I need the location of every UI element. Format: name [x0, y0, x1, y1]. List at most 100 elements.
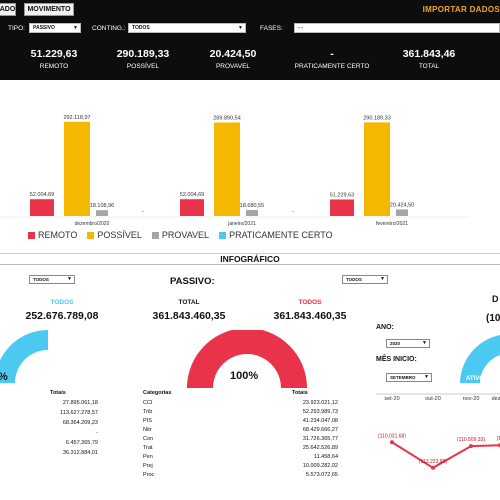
ano-select[interactable]: 2020 ▼	[386, 339, 430, 348]
chevron-down-icon: ▼	[238, 25, 243, 31]
line-data-label: (110.031,68)	[378, 433, 406, 439]
table-cell-cat: Nitr	[143, 427, 152, 433]
left-totals-table: Totais 27.895.061,18 113.627.278,57 68.3…	[0, 388, 100, 498]
table-cell: 6.457.365,79	[65, 440, 98, 446]
table-cell-tot: 41.234.047,08	[302, 418, 338, 424]
left-gauge-value: 252.676.789,08	[25, 310, 99, 322]
center-todos-value: 361.843.460,35	[273, 310, 347, 322]
table-cell-tot: 25.642.526,89	[302, 445, 338, 451]
legend-swatch	[219, 231, 227, 239]
table-header-totais: Totais	[292, 390, 308, 396]
movimento-button[interactable]: MOVIMENTO	[24, 3, 74, 16]
legend-item-remoto: REMOTO	[28, 230, 77, 240]
x-tick-label: nov-20	[463, 396, 480, 402]
tipo-select[interactable]: PASSIVO ▼	[29, 23, 81, 33]
center-todos-label: TODOS	[298, 299, 322, 306]
passivo-select[interactable]: TODOS ▼	[342, 275, 388, 284]
left-gauge-percent: %	[0, 371, 8, 383]
tipo-select-value: PASSIVO	[33, 25, 55, 31]
bar-possvel	[64, 121, 90, 216]
kpi-praticamente-certo: - PRATICAMENTE CERTO	[295, 48, 370, 70]
table-cell-tot: 31.726.365,77	[302, 436, 338, 442]
kpi-provavel: 20.424,50 PROVAVEL	[210, 48, 257, 70]
legend-item-praticamente-certo: PRATICAMENTE CERTO	[219, 230, 333, 240]
select-value: TODOS	[346, 277, 362, 282]
table-cell-tot: 52.293.989,73	[302, 409, 338, 415]
bar-provavel	[246, 209, 258, 216]
table-cell-cat: Trat	[143, 445, 153, 451]
chevron-down-icon: ▼	[424, 374, 429, 380]
fases-label: FASES:	[260, 25, 283, 32]
dado-button[interactable]: DADO	[0, 3, 16, 16]
line-data-label: (11	[497, 436, 500, 442]
conting-label: CONTING.:	[92, 25, 126, 32]
line-data-label: (113.223,88)	[419, 459, 447, 465]
conting-select-value: TODOS	[132, 25, 150, 31]
section-divider	[0, 253, 500, 254]
categories-table: Categorias Totais CCI 23.923.021,12 Trib…	[140, 388, 340, 498]
bar-chart: 52.004,69 292.118,97 18.108,96 - dezembro/20…	[0, 82, 500, 252]
table-cell-cat: CCI	[143, 400, 153, 406]
table-cell-cat: Prej	[143, 463, 153, 469]
bar-provavel	[96, 210, 108, 216]
left-filter-select[interactable]: TODOS ▼	[29, 275, 75, 284]
chevron-down-icon: ▼	[422, 340, 427, 346]
select-value: SETEMBRO	[390, 375, 416, 380]
bar-data-label: 292.118,97	[63, 115, 90, 121]
import-data-button[interactable]: IMPORTAR DADOS	[422, 5, 500, 14]
kpi-remoto: 51.229,63 REMOTO	[31, 48, 78, 70]
line-series	[391, 441, 500, 469]
table-cell-cat: Pen	[143, 454, 153, 460]
mes-inicio-select[interactable]: SETEMBRO ▼	[386, 373, 432, 382]
center-gauge-percent: 100%	[230, 370, 259, 382]
bar-data-label: 20.424,50	[390, 202, 414, 208]
select-value: TODOS	[33, 277, 49, 282]
table-cell-cat: Trib	[143, 409, 153, 415]
table-cell-tot: 68.429.666,27	[302, 427, 338, 433]
fases-select[interactable]: - -	[294, 23, 500, 33]
ano-label: ANO:	[376, 324, 394, 331]
x-tick-label: janeiro/2021	[227, 221, 256, 227]
bar-data-label: -	[142, 209, 144, 215]
select-value: 2020	[390, 341, 401, 346]
legend-item-possivel: POSSÍVEL	[87, 230, 142, 240]
right-heading-fragment: D	[492, 294, 499, 304]
bar-data-label: -	[292, 209, 294, 215]
left-gauge-arc	[0, 330, 48, 383]
bar-data-label: 52.004,69	[30, 192, 54, 198]
section-divider	[0, 264, 500, 265]
x-tick-label: fevereiro/2021	[376, 221, 408, 227]
tipo-label: TIPO:	[8, 25, 25, 32]
x-tick-label: set-20	[384, 396, 399, 402]
bar-data-label: 18.108,96	[90, 203, 114, 209]
passivo-label: PASSIVO:	[170, 276, 215, 287]
table-cell-cat: Con	[143, 436, 154, 442]
chevron-down-icon: ▼	[380, 276, 385, 282]
table-header: Totais	[50, 390, 66, 396]
bar-data-label: 52.004,69	[180, 192, 204, 198]
chevron-down-icon: ▼	[73, 25, 78, 31]
bar-data-label: 290.189,33	[363, 115, 391, 121]
x-tick-label: dez-20	[492, 396, 500, 402]
kpi-label: PROVAVEL	[215, 63, 251, 70]
table-cell-tot: 23.923.021,12	[302, 400, 338, 406]
table-cell-cat: PIS	[143, 418, 152, 424]
bar-remoto	[330, 199, 354, 216]
table-cell-tot: 10.009.282,02	[302, 463, 338, 469]
ativo-label: ATIVO	[466, 376, 484, 382]
legend-swatch	[151, 231, 159, 239]
table-cell-tot: 5.573.072,65	[305, 472, 338, 478]
monthly-line-chart: set-20 out-20 nov-20 dez-20 (110.031,68) (113…	[376, 393, 500, 470]
right-gauge	[460, 335, 500, 383]
kpi-value: 361.843,46	[402, 48, 456, 60]
line-point	[469, 444, 473, 449]
kpi-label: PRATICAMENTE CERTO	[294, 63, 370, 70]
legend-item-provavel: PROVAVEL	[151, 230, 209, 240]
legend-label: POSSÍVEL	[97, 230, 142, 240]
x-tick-label: out-20	[425, 396, 441, 402]
kpi-total: 361.843,46 TOTAL	[403, 48, 456, 70]
legend-label: REMOTO	[38, 230, 78, 240]
legend-label: PRATICAMENTE CERTO	[229, 230, 333, 240]
infographic-title: INFOGRÁFICO	[220, 254, 280, 264]
conting-select[interactable]: TODOS ▼	[128, 23, 246, 33]
